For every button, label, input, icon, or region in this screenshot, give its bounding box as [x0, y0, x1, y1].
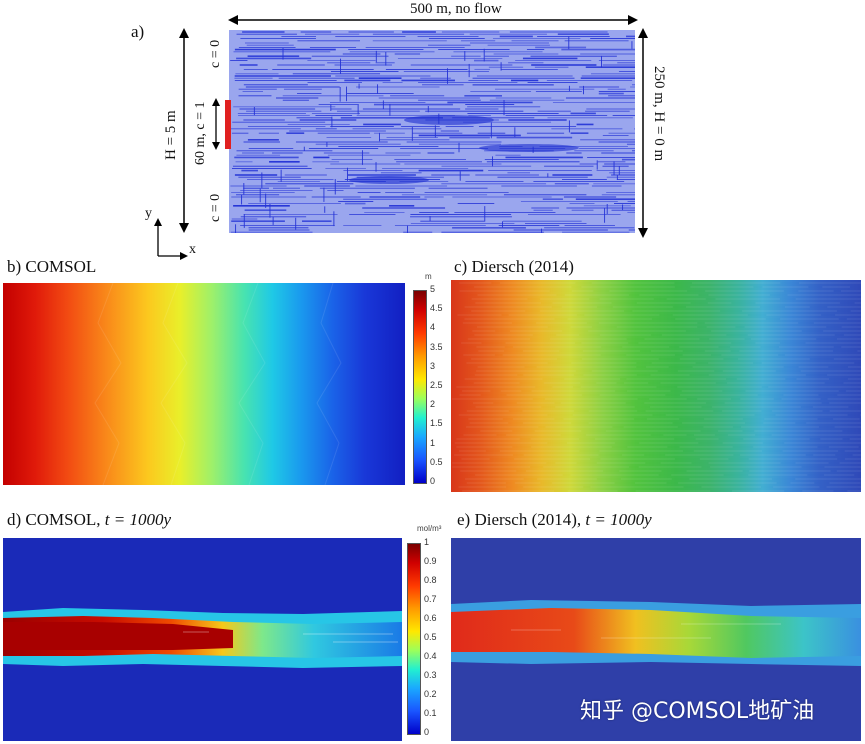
- axis-y-label: y: [145, 206, 152, 221]
- concentration-colorbar: mol/m³ 1 0.9 0.8 0.7 0.6 0.5 0.4 0.3 0.2 0.1 0: [407, 524, 457, 743]
- panel-e-label: e) Diersch (2014), t = 1000y: [457, 510, 652, 530]
- xy-axes-icon: [154, 218, 188, 260]
- head-colorbar-tick: 2: [430, 399, 436, 410]
- head-field-comsol: [3, 283, 405, 485]
- panel-c-label: c) Diersch (2014): [454, 257, 574, 276]
- concentration-colorbar-tick: 0.3: [424, 670, 437, 680]
- panel-d-label-time: t = 1000y: [104, 510, 172, 529]
- panel-d-label-prefix: d) COMSOL,: [7, 510, 105, 529]
- concentration-colorbar-tick: 0.5: [424, 632, 437, 642]
- panel-e-label-prefix: e) Diersch (2014),: [457, 510, 586, 529]
- concentration-colorbar-tick: 0.7: [424, 594, 437, 604]
- right-dimension-arrow: [638, 28, 648, 238]
- head-colorbar-tick: 5: [430, 284, 436, 294]
- watermark-text: 知乎 @COMSOL地矿油: [580, 699, 815, 724]
- c-top-label: c = 0: [208, 39, 223, 68]
- concentration-colorbar-tick: 0.8: [424, 575, 437, 585]
- head-colorbar-unit: m: [425, 272, 432, 281]
- head-colorbar-tick: 2.5: [430, 380, 443, 390]
- axis-x-label: x: [189, 242, 196, 257]
- concentration-colorbar-tick: 0.4: [424, 651, 437, 661]
- inflow-boundary-marker: [225, 100, 231, 149]
- c-bottom-label: c = 0: [208, 193, 223, 222]
- concentration-colorbar-tick: 0.2: [424, 689, 437, 699]
- panel-d-label: d) COMSOL, t = 1000y: [7, 510, 171, 530]
- head-colorbar-tick: 4.5: [430, 303, 443, 314]
- inflow-label: 60 m, c = 1: [193, 101, 208, 166]
- concentration-colorbar-tick: 0.1: [424, 708, 437, 718]
- concentration-colorbar-tick: 0: [424, 727, 430, 737]
- fracture-domain: [229, 30, 635, 233]
- head-colorbar-tick: 4: [430, 322, 436, 333]
- concentration-field-comsol: [3, 538, 402, 741]
- head-colorbar: m 5 4.5 4 3.5 3 2.5 2 1.5 1 0.5 0: [413, 272, 453, 490]
- concentration-colorbar-tick: 0.6: [424, 613, 437, 623]
- concentration-field-diersch: [451, 538, 861, 741]
- head-colorbar-tick: 3: [430, 360, 436, 371]
- top-boundary-label: 500 m, no flow: [408, 1, 504, 18]
- head-field-diersch: [451, 280, 861, 492]
- head-colorbar-tick: 3.5: [430, 341, 443, 352]
- right-boundary-label: 250 m, H = 0 m: [651, 66, 667, 162]
- concentration-colorbar-tick: 0.9: [424, 556, 437, 566]
- top-dimension-arrow: [228, 15, 638, 25]
- concentration-colorbar-unit: mol/m³: [417, 524, 442, 533]
- panel-e-label-time: t = 1000y: [585, 510, 652, 529]
- head-colorbar-tick: 0.5: [430, 456, 443, 467]
- height-dimension-arrow: [179, 28, 189, 233]
- inflow-dimension-arrow: [212, 98, 220, 150]
- height-label: H = 5 m: [163, 110, 179, 160]
- head-colorbar-tick: 1.5: [430, 418, 443, 429]
- panel-a-label: a): [131, 22, 145, 41]
- panel-b-label: b) COMSOL: [7, 257, 97, 276]
- concentration-colorbar-tick: 1: [424, 537, 430, 547]
- head-colorbar-tick: 1: [430, 437, 436, 448]
- head-colorbar-tick: 0: [430, 476, 436, 486]
